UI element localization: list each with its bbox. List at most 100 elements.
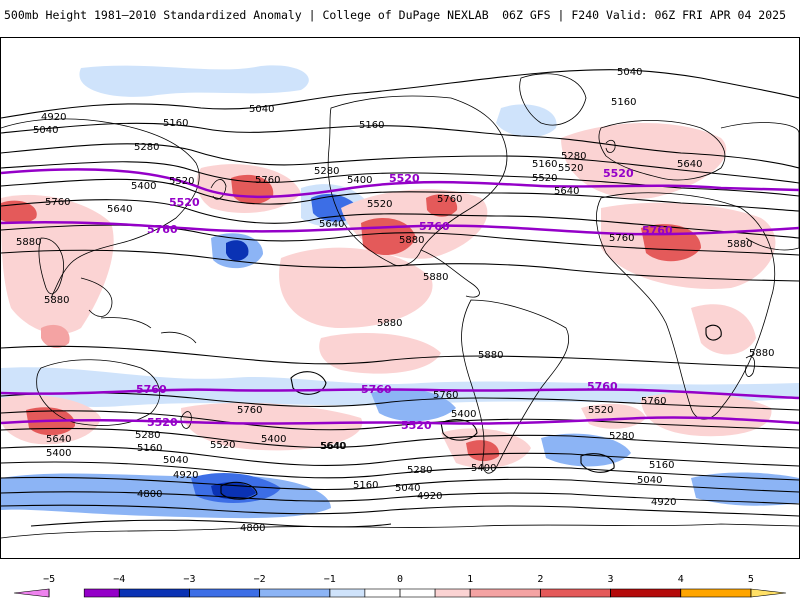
pos-anom-central-pacific	[279, 247, 433, 328]
contour-label: 5760	[237, 405, 262, 416]
contour-label: 5280	[134, 142, 159, 153]
contour-label: 5880	[44, 295, 69, 306]
anomaly-shading	[1, 65, 799, 519]
purple-contour-label: 5520	[401, 419, 432, 432]
colorbar-bin	[680, 588, 752, 598]
purple-contour-label: 5760	[419, 220, 450, 233]
colorbar-svg: −5 −4 −3 −2 −1 0 1 2 3 4 5	[13, 574, 787, 598]
purple-contour-label: 5760	[642, 224, 673, 237]
contour-label: 5880	[749, 348, 774, 359]
colorbar: −5 −4 −3 −2 −1 0 1 2 3 4 5	[0, 566, 800, 600]
neg-anom-south-indian	[541, 433, 631, 467]
coastline-uk	[605, 139, 616, 153]
colorbar-bin	[434, 588, 471, 598]
purple-contour-label: 5520	[147, 416, 178, 429]
contour-label: 4800	[240, 523, 265, 534]
anomaly-map: 5040 5040 5040 4920 5160 5160 5160 5280 …	[1, 65, 799, 539]
colorbar-tick-label: −1	[324, 574, 336, 585]
contour-label: 5280	[135, 430, 160, 441]
contour-5160-north	[1, 122, 799, 169]
land-outlines	[1, 73, 799, 539]
contour-5520-north	[1, 178, 799, 212]
coastline-europe	[598, 120, 726, 181]
contour-label: 5760	[45, 197, 70, 208]
contour-label: 5280	[314, 166, 339, 177]
closed-low-pacific	[290, 371, 327, 395]
colorbar-tick-label: 0	[397, 574, 403, 585]
model-run-info: 06Z GFS | F240 Valid: 06Z FRI APR 04 202…	[502, 8, 786, 22]
colorbar-bin	[329, 588, 366, 598]
purple-contour-label: 5760	[147, 223, 178, 236]
neg-anom-north-atlantic	[496, 104, 557, 138]
coastline-north-america	[327, 95, 508, 267]
contour-label: 5640	[554, 186, 579, 197]
colorbar-tick-label: −5	[43, 574, 55, 585]
coastline-japan	[210, 179, 227, 200]
colorbar-tick-label: 5	[748, 574, 754, 585]
coastline-antarctica	[1, 523, 799, 539]
purple-contour-label: 5760	[587, 380, 618, 393]
pos-anom-na-core-2	[426, 194, 458, 217]
colorbar-tick-label: 3	[608, 574, 614, 585]
contour-label: 5280	[561, 151, 586, 162]
neg-anom-antarctic-west	[1, 473, 331, 519]
contour-label: 4920	[651, 497, 676, 508]
contour-label: 5640	[319, 219, 344, 230]
contour-label: 4920	[417, 491, 442, 502]
purple-contour-label: 5520	[603, 167, 634, 180]
pos-anom-far-east-core	[1, 200, 37, 224]
contour-5760-south	[1, 392, 799, 411]
contour-label: 5400	[261, 434, 286, 445]
contour-4920-south	[1, 504, 799, 517]
contour-label: 5760	[255, 175, 280, 186]
colorbar-tick-label: −3	[183, 574, 195, 585]
contour-label: 5040	[33, 125, 58, 136]
contour-label: 5880	[377, 318, 402, 329]
contour-5280-south	[1, 461, 799, 481]
pos-anom-south-america-core	[466, 440, 500, 462]
contour-5640-south	[1, 410, 799, 431]
purple-contour-labels: 5520 5520 5520 5760 5760 5760 5760 5760 …	[136, 167, 673, 432]
black-contour-labels: 5040 5040 5040 4920 5160 5160 5160 5280 …	[16, 67, 774, 534]
coastline-central-america	[420, 249, 480, 298]
contour-label: 5400	[451, 409, 476, 420]
colorbar-bin	[469, 588, 541, 598]
pos-anom-se-pacific	[319, 333, 441, 374]
contour-5640-north	[1, 199, 799, 239]
contour-5400-north	[1, 161, 799, 197]
contour-label: 5160	[611, 97, 636, 108]
colorbar-bin	[259, 588, 331, 598]
contour-label: 5880	[727, 239, 752, 250]
contour-label: 5520	[169, 176, 194, 187]
coastline-africa	[596, 192, 776, 420]
purple-5520-north	[1, 168, 799, 199]
neg-anom-south-atlantic	[371, 388, 456, 422]
colorbar-bin	[540, 588, 611, 598]
colorbar-tick-labels: −5 −4 −3 −2 −1 0 1 2 3 4 5	[43, 574, 754, 585]
contour-label: 5520	[558, 163, 583, 174]
coastline-madagascar	[745, 356, 755, 377]
contour-label: 5160	[359, 120, 384, 131]
contour-label: 5760	[609, 233, 634, 244]
contour-label: 5160	[532, 159, 557, 170]
pos-anom-africa-south	[691, 304, 756, 355]
purple-5760-north	[1, 220, 799, 236]
map-panel: 5040 5040 5040 4920 5160 5160 5160 5280 …	[0, 37, 800, 559]
contour-label: 5640	[107, 204, 132, 215]
contour-label: 5040	[395, 483, 420, 494]
contour-label: 5880	[478, 350, 503, 361]
coastline-india	[38, 237, 64, 295]
key-contours	[1, 168, 799, 425]
coastline-asia	[1, 118, 799, 299]
coastline-indonesia	[100, 317, 197, 344]
contour-label: 5160	[353, 480, 378, 491]
contour-label: 5160	[649, 460, 674, 471]
contour-5880-south	[1, 345, 799, 369]
contour-label: 5640	[677, 159, 702, 170]
colorbar-tick-label: 2	[537, 574, 543, 585]
colorbar-tick-label: 4	[678, 574, 684, 585]
closed-high-africa	[705, 324, 722, 341]
contour-label: 5400	[46, 448, 71, 459]
pos-anom-asia-2	[41, 324, 70, 349]
contour-label: 5400	[471, 463, 496, 474]
